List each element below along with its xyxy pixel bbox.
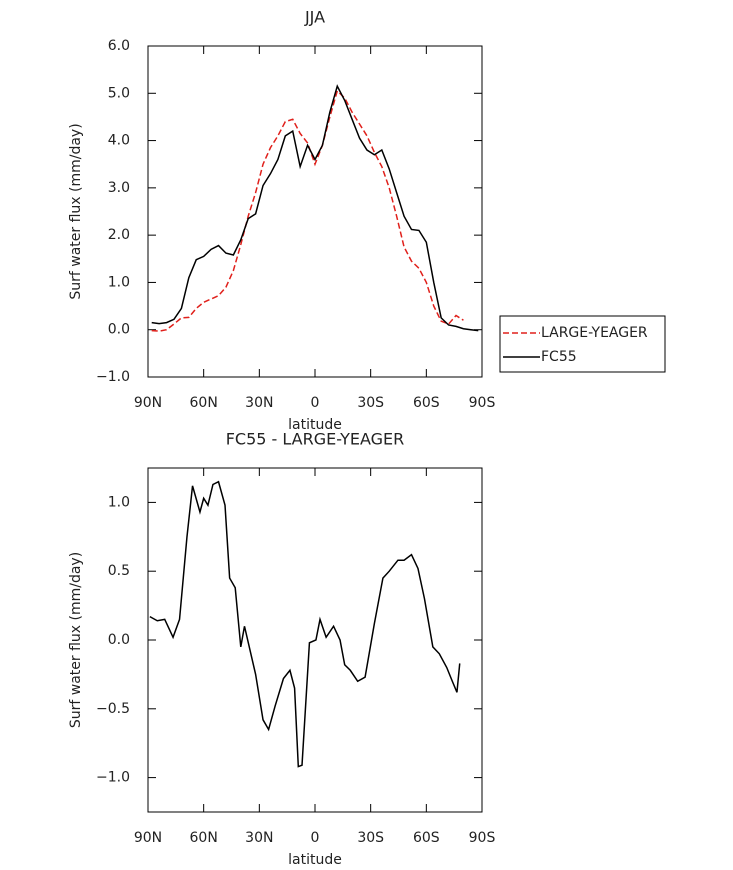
- x-tick-label: 90N: [134, 830, 162, 846]
- chart-title: JJA: [304, 8, 325, 27]
- x-tick-label: 60N: [190, 830, 218, 846]
- x-tick-label: 0: [311, 830, 320, 846]
- x-tick-label: 30N: [245, 395, 273, 411]
- x-tick-label: 90N: [134, 395, 162, 411]
- y-tick-label: 5.0: [108, 85, 130, 101]
- legend-label: FC55: [541, 349, 577, 365]
- y-tick-label: 2.0: [108, 227, 130, 243]
- data-line: [151, 84, 479, 332]
- y-tick-label: 1.0: [108, 494, 130, 510]
- chart-title: FC55 - LARGE-YEAGER: [226, 430, 405, 449]
- legend-box: [499, 315, 666, 373]
- x-tick-label: 0: [311, 395, 320, 411]
- y-tick-label: 6.0: [108, 38, 130, 54]
- plot-frame: [147, 45, 483, 378]
- x-tick-label: 60S: [413, 395, 440, 411]
- data-line: [151, 89, 464, 332]
- x-axis-label: latitude: [288, 852, 342, 866]
- x-tick-label: 30S: [357, 395, 384, 411]
- x-tick-label: 90S: [469, 830, 496, 846]
- x-axis-label: latitude: [288, 417, 342, 433]
- x-tick-label: 60S: [413, 830, 440, 846]
- y-tick-label: −1.0: [96, 770, 130, 786]
- legend-label: LARGE-YEAGER: [541, 325, 648, 341]
- y-tick-label: 0.5: [108, 563, 130, 579]
- y-tick-label: −0.5: [96, 701, 130, 717]
- y-tick-label: −1.0: [96, 369, 130, 385]
- x-tick-label: 60N: [190, 395, 218, 411]
- y-tick-label: 3.0: [108, 180, 130, 196]
- data-line: [149, 480, 461, 768]
- x-tick-label: 30N: [245, 830, 273, 846]
- x-tick-label: 30S: [357, 830, 384, 846]
- y-tick-label: 4.0: [108, 133, 130, 149]
- y-axis-label: Surf water flux (mm/day): [68, 552, 84, 728]
- y-axis-label: Surf water flux (mm/day): [68, 123, 84, 299]
- y-tick-label: 0.0: [108, 632, 130, 648]
- y-tick-label: 0.0: [108, 322, 130, 338]
- y-tick-label: 1.0: [108, 274, 130, 290]
- x-tick-label: 90S: [469, 395, 496, 411]
